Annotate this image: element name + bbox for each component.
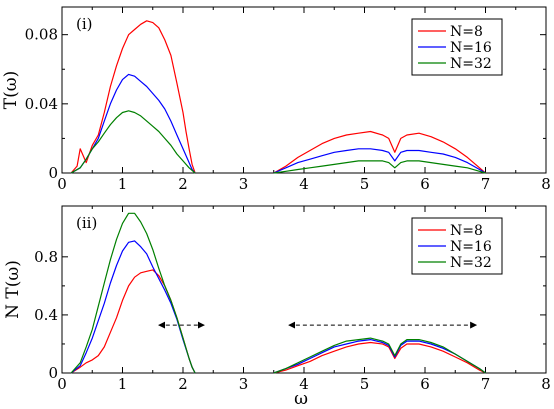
y-tick-label: 0 xyxy=(48,164,58,182)
x-axis-label: ω xyxy=(294,389,308,409)
series-line-band1-1 xyxy=(70,240,196,374)
y-axis-label: T(ω) xyxy=(1,71,21,109)
series-line-band2-2 xyxy=(273,337,486,374)
x-tick-label: 6 xyxy=(420,175,430,193)
y-tick-label: 0.4 xyxy=(34,306,58,324)
panel-label: (i) xyxy=(76,15,93,33)
x-tick-label: 0 xyxy=(57,175,67,193)
x-tick-label: 4 xyxy=(299,175,309,193)
series-line-band1-2 xyxy=(70,110,196,174)
series-line-band2-1 xyxy=(273,148,486,174)
x-tick-label: 3 xyxy=(239,375,249,393)
series-line-band1-0 xyxy=(70,269,196,374)
x-tick-label: 2 xyxy=(178,375,188,393)
x-tick-label: 4 xyxy=(299,375,309,393)
x-tick-label: 1 xyxy=(118,175,128,193)
series-line-band1-2 xyxy=(70,212,196,374)
legend-entry: N=32 xyxy=(450,56,492,72)
x-tick-label: 6 xyxy=(420,375,430,393)
x-tick-label: 7 xyxy=(481,175,491,193)
series-line-band2-0 xyxy=(273,130,486,174)
legend-entry: N=32 xyxy=(450,255,492,271)
panel-label: (ii) xyxy=(76,214,97,232)
x-tick-label: 1 xyxy=(118,375,128,393)
y-axis-label: N T(ω) xyxy=(3,260,23,319)
legend: N=8N=16N=32 xyxy=(411,18,503,76)
legend-entry: N=8 xyxy=(450,223,483,239)
panel-bottom: 0 1 2 3 4 5 6 7 8 0 0.4 0.8 (ii) N=8N=16N=32 N T(ω) ω xyxy=(3,205,551,409)
series-line-band1-0 xyxy=(70,20,196,174)
x-tick-label: 3 xyxy=(239,175,249,193)
legend: N=8N=16N=32 xyxy=(411,217,503,275)
x-tick-label: 5 xyxy=(360,375,370,393)
series-line-band2-2 xyxy=(273,160,486,174)
series-line-band2-0 xyxy=(273,341,486,374)
legend-entry: N=16 xyxy=(450,40,492,56)
x-tick-label: 5 xyxy=(360,175,370,193)
y-tick-label: 0.08 xyxy=(25,26,58,44)
y-tick-label: 0 xyxy=(48,364,58,382)
x-tick-label: 8 xyxy=(541,375,551,393)
legend-entry: N=8 xyxy=(450,24,483,40)
panel-top: 0 1 2 3 4 5 6 7 8 0 0.04 0.08 (i) N=8N=16N=32 T(ω) xyxy=(1,6,551,193)
x-tick-label: 2 xyxy=(178,175,188,193)
x-tick-label: 0 xyxy=(57,375,67,393)
legend-entry: N=16 xyxy=(450,239,492,255)
y-tick-label: 0.8 xyxy=(34,248,58,266)
x-tick-label: 7 xyxy=(481,375,491,393)
y-tick-label: 0.04 xyxy=(25,95,58,113)
x-tick-label: 8 xyxy=(541,175,551,193)
series-line-band1-1 xyxy=(70,73,196,174)
